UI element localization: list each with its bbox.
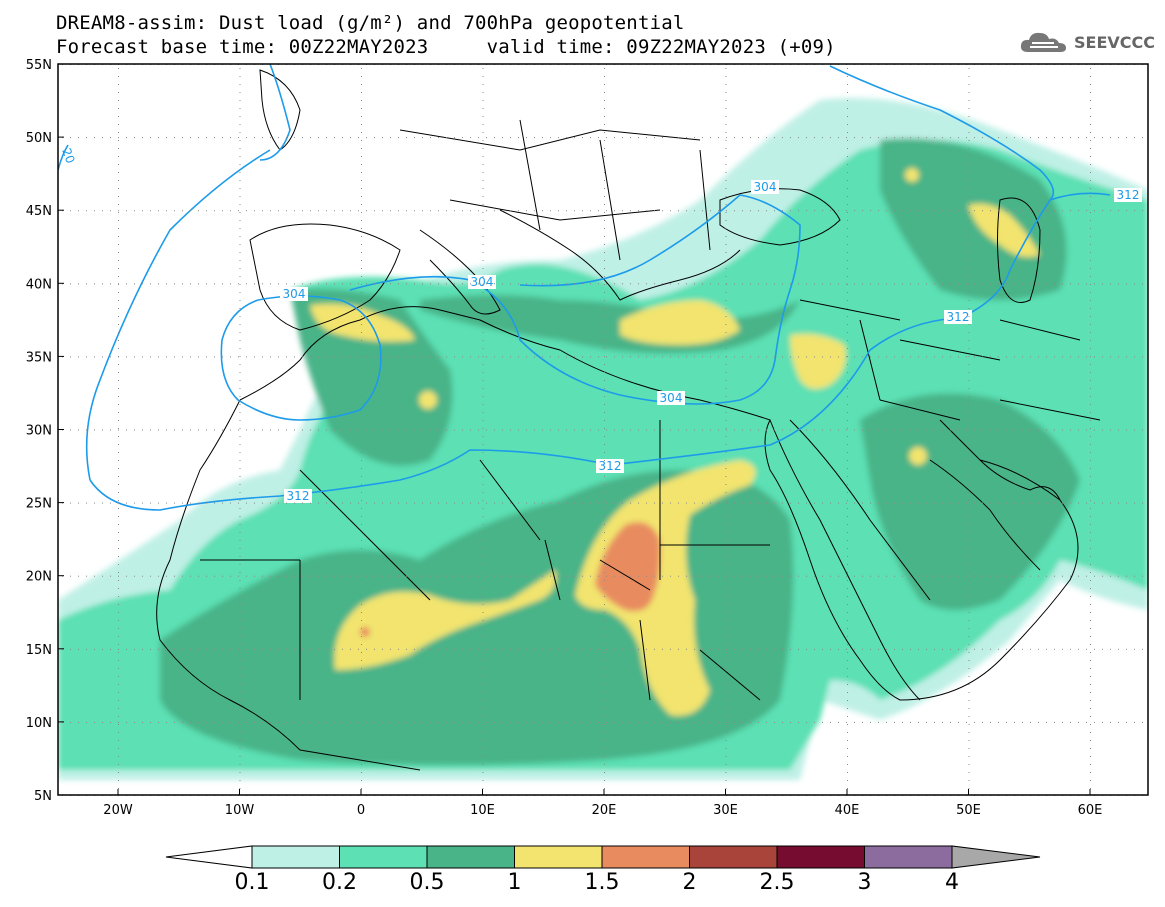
dust-fields [58,64,1148,795]
longitude-label: 50E [956,803,981,818]
colorbar-label: 1 [507,870,522,895]
coastline-arabia [789,419,1041,601]
latitude-label: 10N [26,716,52,731]
longitude-label: 0 [357,803,365,818]
colorbar-swatch [426,845,515,869]
colorbar-label: 1.5 [584,870,620,895]
dust-level-0-5-west [290,288,453,466]
dust-level-1-morocco [310,303,415,342]
latitude-label: 40N [26,277,52,292]
colorbar-swatch [251,845,340,869]
contour-304-med [349,194,801,405]
colorbar-swatch [864,845,953,869]
map-title-line-1: DREAM8-assim: Dust load (g/m²) and 700hP… [56,12,685,34]
latitude-label: 20N [26,570,52,585]
geopotential-contours [58,64,1111,511]
coastline-italy [419,229,501,315]
contour-label: 304 [754,180,777,194]
latitude-label: 45N [26,204,52,219]
dust-level-1-5-spot [360,627,370,637]
colorbar-swatch [514,845,603,869]
colorbar-swatch [339,845,428,869]
colorbar [165,845,1041,869]
colorbar-label: 0.5 [409,870,445,895]
dust-level-1-aegean [620,300,740,345]
longitude-labels: 20W 10W 0 10E 20E 30E 40E 50E 60E [103,789,1102,818]
colorbar-over-arrow [951,845,1041,869]
latitude-label: 50N [26,131,52,146]
contour-label: 312 [947,310,970,324]
colorbar-label: 2.5 [759,870,795,895]
longitude-label: 40E [835,803,860,818]
contour-label: 304 [283,287,306,301]
logo-text: SEEVCCC [1074,32,1155,52]
coastline-uk [259,69,301,151]
dust-level-1-spot-b [909,447,927,465]
latitude-label: 55N [26,58,52,73]
latitude-label: 5N [34,789,52,804]
dust-level-1-5-core [595,522,661,612]
contour-label: 312 [599,459,622,473]
latitude-label: 25N [26,497,52,512]
colorbar-swatch [776,845,865,869]
coastline-west-africa [239,306,1079,701]
latitude-label: 30N [26,424,52,439]
coastlines [156,69,1101,771]
longitude-label: 30E [713,803,738,818]
dust-level-0-5-east [860,393,1080,610]
colorbar-swatch [689,845,778,869]
longitude-label: 20W [103,803,133,818]
coastline-caspian [997,197,1041,303]
dust-level-1-spot-c [905,168,919,182]
dust-level-0-5-caspian [880,138,1067,300]
contour-label: 304 [660,391,683,405]
contour-label: 312 [1117,188,1140,202]
dust-level-1-levant [790,333,846,389]
latitude-label: 35N [26,350,52,365]
coastline-atlantic [156,399,421,771]
colorbar-under-arrow [165,845,253,869]
colorbar-label: 0.2 [322,870,357,895]
contour-label: 304 [471,275,494,289]
contour-label: 20 [59,146,77,165]
dust-level-1-sahel [334,570,556,670]
contour-304-north [829,65,1055,201]
latitude-label: 15N [26,643,52,658]
dust-level-1-caspian [968,203,1040,258]
colorbar-label: 2 [682,870,697,895]
seevccc-logo: SEEVCCC [1018,28,1155,56]
colorbar-swatch [601,845,690,869]
borders-africa [200,420,770,701]
contour-label: 312 [287,489,310,503]
dust-level-1-sahara [575,460,756,716]
contour-304-west [220,295,382,421]
coastline-balkans [499,209,741,301]
latitude-labels: 55N 50N 45N 40N 35N 30N 25N 20N 15N 10N 5N [26,58,64,804]
colorbar-label: 3 [857,870,872,895]
longitude-label: 10W [225,803,255,818]
borders-middle-east [799,299,1101,421]
longitude-label: 60E [1078,803,1103,818]
contour-labels: 304 304 304 304 312 312 312 312 20 [59,146,1142,503]
colorbar-label: 4 [945,870,959,895]
cloud-icon [1020,32,1066,52]
coastline-red-sea [769,419,921,701]
coastline-iberia [249,223,401,331]
contour-312-atlantic [85,149,271,481]
colorbar-label: 0.1 [234,870,270,895]
contour-top [259,64,291,161]
map-title-line-2: Forecast base time: 00Z22MAY2023 valid t… [56,36,836,58]
borders-europe [399,119,711,261]
longitude-label: 20E [592,803,617,818]
contour-312-africa [89,192,1111,511]
coastline-gulf [939,419,1061,501]
longitude-label: 10E [470,803,495,818]
dust-level-1-spot-a [419,391,437,409]
